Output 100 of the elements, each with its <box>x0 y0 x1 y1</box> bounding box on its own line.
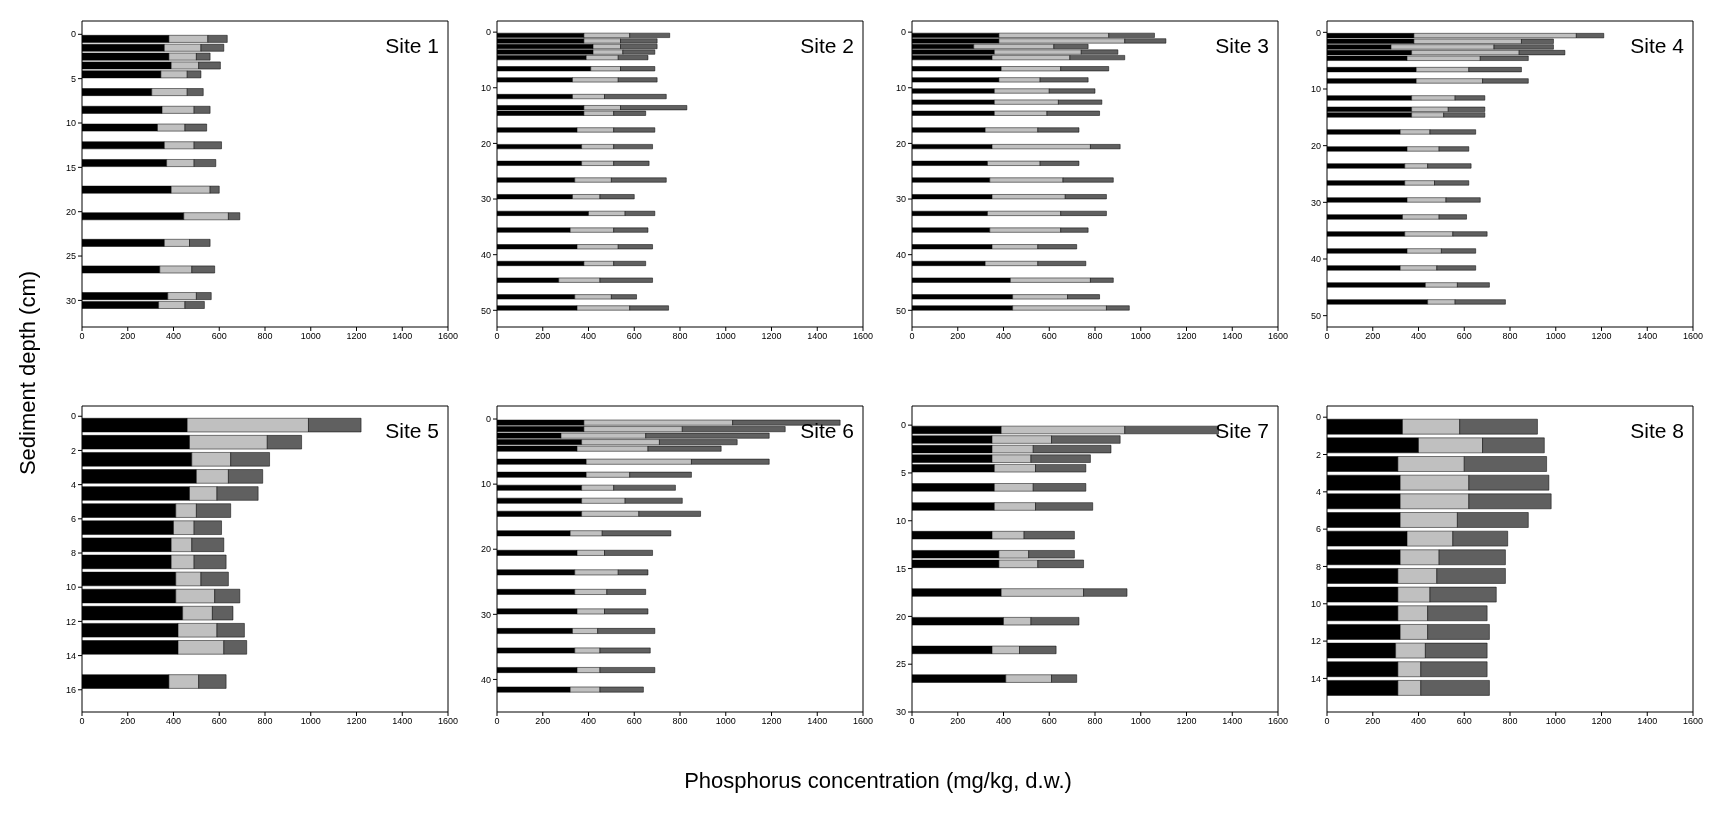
x-tick-label: 1400 <box>1222 716 1243 727</box>
y-tick-label: 0 <box>1315 412 1321 423</box>
x-tick-label: 600 <box>1041 716 1057 727</box>
x-tick-label: 1200 <box>1176 716 1197 727</box>
x-tick-label: 1400 <box>392 331 413 342</box>
y-tick-label: 20 <box>480 138 491 149</box>
x-tick-label: 1600 <box>437 716 459 727</box>
y-tick-label: 20 <box>895 138 906 149</box>
y-tick-label: 30 <box>895 707 906 718</box>
x-tick-label: 1200 <box>1591 716 1612 727</box>
x-tick-label: 200 <box>950 331 966 342</box>
x-tick-label: 600 <box>211 716 227 727</box>
x-tick-label: 400 <box>165 331 182 342</box>
y-tick-label: 30 <box>65 295 76 306</box>
y-tick-label: 0 <box>900 420 906 431</box>
y-tick-label: 10 <box>65 582 76 593</box>
y-tick-label: 16 <box>65 684 76 695</box>
y-tick-label: 50 <box>1310 310 1321 321</box>
text: Site 1 <box>385 34 439 58</box>
text: Site 4 <box>1630 34 1684 58</box>
x-tick-label: 1000 <box>300 716 321 727</box>
x-tick-label: 1600 <box>1267 716 1289 727</box>
x-tick-label: 0 <box>494 331 500 342</box>
x-tick-label: 0 <box>1324 331 1330 342</box>
y-tick-label: 50 <box>480 305 491 316</box>
x-axis-title: Phosphorus concentration (mg/kg, d.w.) <box>683 768 1073 794</box>
y-tick-label: 40 <box>480 674 491 685</box>
x-tick-label: 1600 <box>852 331 874 342</box>
x-tick-label: 200 <box>950 716 966 727</box>
x-tick-label: 800 <box>257 716 273 727</box>
y-tick-label: 10 <box>1310 598 1321 609</box>
x-tick-label: 1200 <box>346 716 367 727</box>
x-tick-label: 200 <box>1365 716 1381 727</box>
y-tick-label: 12 <box>65 616 76 627</box>
y-tick-label: 4 <box>70 479 76 490</box>
x-tick-label: 1400 <box>807 331 828 342</box>
x-tick-label: 800 <box>1087 331 1103 342</box>
y-tick-label: 0 <box>70 411 76 422</box>
y-tick-label: 6 <box>70 514 76 525</box>
y-axis-title: Sediment depth (cm) <box>15 270 41 476</box>
y-tick-label: 0 <box>485 27 491 38</box>
x-tick-label: 200 <box>535 331 551 342</box>
y-tick-label: 30 <box>895 194 906 205</box>
x-tick-label: 800 <box>1502 331 1518 342</box>
y-tick-label: 2 <box>1315 449 1321 460</box>
x-tick-label: 1000 <box>1130 331 1151 342</box>
x-tick-label: 200 <box>120 331 136 342</box>
y-tick-label: 5 <box>900 468 906 479</box>
x-tick-label: 800 <box>1502 716 1518 727</box>
text: Site 6 <box>800 419 854 443</box>
y-tick-label: 30 <box>480 194 491 205</box>
x-tick-label: 600 <box>211 331 227 342</box>
y-tick-label: 10 <box>895 82 906 93</box>
y-tick-label: 0 <box>900 27 906 38</box>
y-tick-label: 40 <box>1310 254 1321 265</box>
x-tick-label: 1400 <box>1222 331 1243 342</box>
x-tick-label: 400 <box>1410 331 1427 342</box>
x-tick-label: 800 <box>672 716 688 727</box>
y-tick-label: 0 <box>1315 27 1321 38</box>
x-tick-label: 0 <box>909 716 915 727</box>
y-tick-label: 12 <box>1310 636 1321 647</box>
x-tick-label: 200 <box>120 716 136 727</box>
y-tick-label: 10 <box>1310 84 1321 95</box>
y-tick-label: 4 <box>1315 487 1321 498</box>
x-tick-label: 600 <box>626 716 642 727</box>
x-tick-label: 1600 <box>437 331 459 342</box>
x-tick-label: 0 <box>494 716 500 727</box>
text: Site 2 <box>800 34 854 58</box>
x-tick-label: 1400 <box>1637 716 1658 727</box>
y-tick-label: 50 <box>895 305 906 316</box>
x-tick-label: 0 <box>909 331 915 342</box>
x-tick-label: 200 <box>535 716 551 727</box>
y-tick-label: 40 <box>895 249 906 260</box>
x-tick-label: 800 <box>1087 716 1103 727</box>
y-tick-label: 40 <box>480 249 491 260</box>
x-tick-label: 1200 <box>346 331 367 342</box>
y-tick-label: 25 <box>65 251 76 262</box>
y-tick-label: 20 <box>480 544 491 555</box>
y-tick-label: 20 <box>65 206 76 217</box>
y-tick-label: 10 <box>895 515 906 526</box>
x-tick-label: 600 <box>626 331 642 342</box>
x-tick-label: 1000 <box>1130 716 1151 727</box>
x-tick-label: 0 <box>79 331 85 342</box>
y-tick-label: 8 <box>70 548 76 559</box>
y-tick-label: 8 <box>1315 561 1321 572</box>
x-tick-label: 800 <box>672 331 688 342</box>
y-tick-label: 14 <box>65 650 76 661</box>
x-tick-label: 400 <box>995 331 1012 342</box>
x-tick-label: 1600 <box>1682 716 1704 727</box>
y-tick-label: 6 <box>1315 524 1321 535</box>
text: Site 5 <box>385 419 439 443</box>
y-tick-label: 30 <box>480 609 491 620</box>
y-tick-label: 30 <box>1310 197 1321 208</box>
x-tick-label: 1600 <box>1682 331 1704 342</box>
y-tick-label: 2 <box>70 445 76 456</box>
y-tick-label: 0 <box>70 29 76 40</box>
text: Site 3 <box>1215 34 1269 58</box>
y-tick-label: 5 <box>70 73 76 84</box>
y-tick-label: 15 <box>895 563 906 574</box>
x-tick-label: 200 <box>1365 331 1381 342</box>
